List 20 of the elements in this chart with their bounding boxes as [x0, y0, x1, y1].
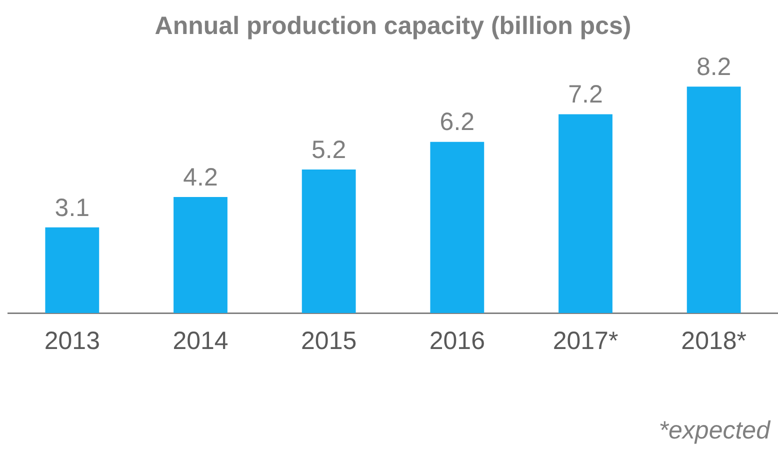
data-label: 8.2 — [696, 53, 732, 82]
bar — [558, 114, 612, 313]
x-tick-label: 2013 — [44, 326, 100, 355]
text: *expected — [658, 416, 772, 444]
bar — [686, 86, 741, 313]
x-tick-label: 2014 — [172, 326, 228, 355]
data-label: 4.2 — [183, 163, 218, 192]
x-tick-label: 2017* — [552, 326, 618, 355]
data-label: 6.2 — [440, 108, 475, 136]
bar — [174, 197, 228, 313]
bar — [430, 142, 484, 313]
x-tick-label: 2016 — [429, 326, 485, 355]
x-tick-label: 2015 — [301, 326, 357, 355]
chart-title: Annual production capacity (billion pcs) — [154, 12, 632, 40]
bar — [45, 227, 100, 313]
data-label: 7.2 — [568, 80, 603, 109]
data-label: 3.1 — [54, 194, 90, 222]
data-label: 5.2 — [311, 136, 346, 164]
x-tick-label: 2018* — [681, 326, 747, 355]
bar — [302, 169, 356, 313]
